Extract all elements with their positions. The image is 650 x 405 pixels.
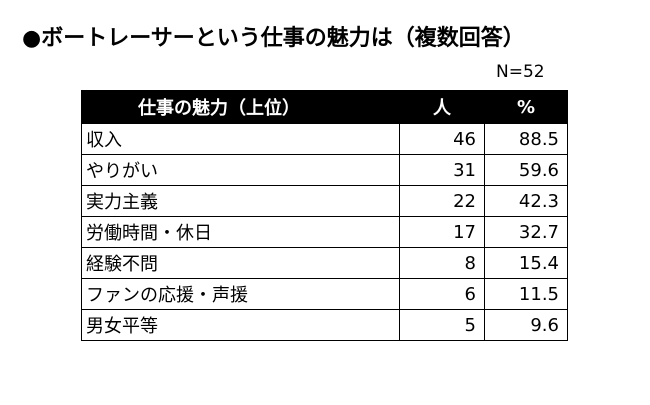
results-table: 仕事の魅力（上位） 人 % 収入 46 88.5 やりがい 31 59.6 実力…: [81, 90, 568, 341]
row-percent: 42.3: [484, 185, 568, 217]
table-row: ファンの応援・声援 6 11.5: [81, 278, 568, 310]
row-item: 経験不問: [81, 247, 400, 279]
page-title: ●ボートレーサーという仕事の魅力は（複数回答）: [22, 26, 525, 51]
row-percent: 9.6: [484, 309, 568, 341]
header-count: 人: [399, 90, 485, 124]
row-percent: 32.7: [484, 216, 568, 248]
row-count: 5: [399, 309, 485, 341]
table-header-row: 仕事の魅力（上位） 人 %: [81, 90, 568, 124]
row-item: 収入: [81, 123, 400, 155]
row-item: やりがい: [81, 154, 400, 186]
table-row: 収入 46 88.5: [81, 123, 568, 155]
row-percent: 11.5: [484, 278, 568, 310]
sample-size-label: N=52: [496, 62, 545, 82]
table-row: 経験不問 8 15.4: [81, 247, 568, 279]
table-row: やりがい 31 59.6: [81, 154, 568, 186]
row-count: 31: [399, 154, 485, 186]
row-count: 17: [399, 216, 485, 248]
row-item: 実力主義: [81, 185, 400, 217]
row-item: 男女平等: [81, 309, 400, 341]
row-item: 労働時間・休日: [81, 216, 400, 248]
row-item: ファンの応援・声援: [81, 278, 400, 310]
row-count: 22: [399, 185, 485, 217]
row-count: 6: [399, 278, 485, 310]
row-count: 8: [399, 247, 485, 279]
table-row: 労働時間・休日 17 32.7: [81, 216, 568, 248]
row-count: 46: [399, 123, 485, 155]
table-row: 実力主義 22 42.3: [81, 185, 568, 217]
row-percent: 88.5: [484, 123, 568, 155]
header-percent: %: [484, 90, 568, 124]
table-row: 男女平等 5 9.6: [81, 309, 568, 341]
row-percent: 59.6: [484, 154, 568, 186]
header-item: 仕事の魅力（上位）: [81, 90, 400, 124]
row-percent: 15.4: [484, 247, 568, 279]
